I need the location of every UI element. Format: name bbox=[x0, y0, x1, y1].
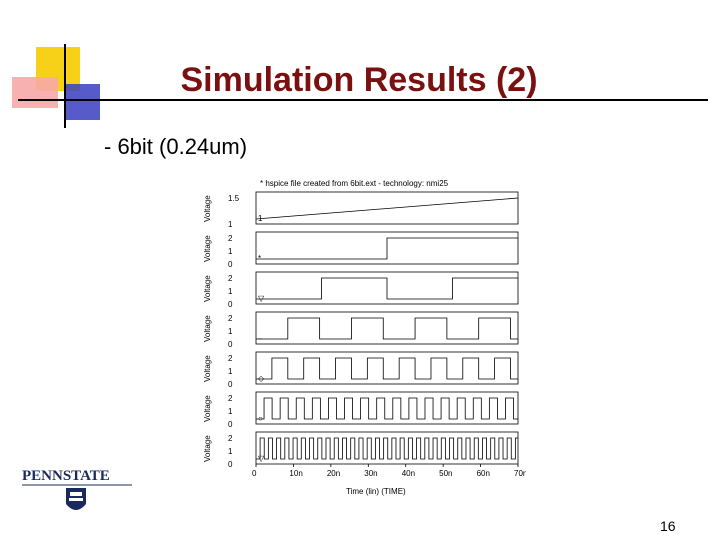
panel-marker: – bbox=[258, 334, 263, 343]
panel-ytick-label: 1 bbox=[228, 287, 233, 296]
panel-ytick-label: 0 bbox=[228, 300, 233, 309]
panel-marker: * bbox=[258, 254, 261, 263]
panel-ytick-label: 2 bbox=[228, 314, 233, 323]
waveform-panel-2: Voltage 2 1 0 * bbox=[203, 231, 519, 269]
waveform-line bbox=[256, 277, 518, 300]
x-tick-label: 10n bbox=[289, 469, 302, 478]
svg-text:PENNSTATE: PENNSTATE bbox=[22, 468, 110, 484]
panel-marker: ▽ bbox=[258, 294, 265, 303]
panel-marker: ▽ bbox=[258, 454, 265, 463]
panel-ytick-label: 1.5 bbox=[228, 194, 240, 203]
slide-title: Simulation Results (2) bbox=[180, 61, 538, 99]
x-tick-label: 30n bbox=[364, 469, 377, 478]
panel-ytick-label: 0 bbox=[228, 260, 233, 269]
x-tick-label: 40n bbox=[402, 469, 415, 478]
panel-ytick-label: 2 bbox=[228, 394, 233, 403]
x-tick-label: 70n bbox=[514, 469, 526, 478]
decor-red-square bbox=[12, 77, 58, 108]
page-number: 16 bbox=[660, 518, 676, 534]
decor-vertical-line bbox=[64, 44, 66, 128]
panel-marker: ◇ bbox=[258, 374, 265, 383]
panel-ytick-label: 1 bbox=[228, 247, 233, 256]
panel-ylabel: Voltage bbox=[203, 275, 212, 302]
waveform-line bbox=[256, 437, 518, 460]
panel-ytick-label: 0 bbox=[228, 460, 233, 469]
decor-blue-square bbox=[64, 84, 100, 120]
x-tick-label: 50n bbox=[439, 469, 452, 478]
waveform-panel-6: Voltage 2 1 0 ○ bbox=[203, 391, 519, 429]
panel-frame bbox=[255, 311, 519, 345]
waveform-panel-3: Voltage 2 1 0 ▽ bbox=[203, 271, 519, 309]
panel-frame bbox=[255, 351, 519, 385]
waveform-line bbox=[255, 197, 519, 220]
x-tick-label: 60n bbox=[477, 469, 490, 478]
panel-ytick-label: 0 bbox=[228, 420, 233, 429]
panel-frame bbox=[255, 391, 519, 425]
waveform-panel-4: Voltage 2 1 0 – bbox=[203, 311, 519, 349]
panel-ylabel: Voltage bbox=[203, 355, 212, 382]
panel-frame bbox=[255, 191, 519, 225]
svg-text:1855: 1855 bbox=[70, 510, 81, 516]
panel-ylabel: Voltage bbox=[203, 195, 212, 222]
panel-ylabel: Voltage bbox=[203, 435, 212, 462]
panel-frame bbox=[255, 231, 519, 265]
simulation-waveform-chart: * hspice file created from 6bit.ext - te… bbox=[203, 179, 526, 496]
waveform-line bbox=[256, 317, 518, 340]
chart-xlabel: Time (lin) (TIME) bbox=[346, 487, 406, 496]
waveform-panel-7: Voltage 2 1 0 ▽ bbox=[203, 431, 519, 469]
panel-ylabel: Voltage bbox=[203, 315, 212, 342]
panel-ytick-label: 0 bbox=[228, 380, 233, 389]
slide-subtitle: - 6bit (0.24um) bbox=[104, 134, 248, 159]
panel-ylabel: Voltage bbox=[203, 235, 212, 262]
panel-ylabel: Voltage bbox=[203, 395, 212, 422]
panel-frame bbox=[255, 271, 519, 305]
waveform-line bbox=[256, 357, 518, 380]
title-underline bbox=[18, 99, 708, 101]
panel-ytick-label: 2 bbox=[228, 274, 233, 283]
panel-ytick-label: 2 bbox=[228, 434, 233, 443]
pennstate-logo: PENNSTATE 1855 bbox=[22, 468, 132, 516]
waveform-line bbox=[256, 237, 518, 260]
panel-ytick-label: 1 bbox=[228, 220, 233, 229]
waveform-line bbox=[256, 397, 518, 420]
panel-ytick-label: 1 bbox=[228, 407, 233, 416]
panel-marker: ○ bbox=[258, 414, 263, 423]
panel-ytick-label: 2 bbox=[228, 354, 233, 363]
chart-title: * hspice file created from 6bit.ext - te… bbox=[260, 179, 449, 188]
panel-ytick-label: 1 bbox=[228, 447, 233, 456]
panel-ytick-label: 1 bbox=[228, 327, 233, 336]
x-tick-label: 0 bbox=[252, 469, 257, 478]
panel-ytick-label: 1 bbox=[228, 367, 233, 376]
waveform-panel-5: Voltage 2 1 0 ◇ bbox=[203, 351, 519, 389]
panel-ytick-label: 0 bbox=[228, 340, 233, 349]
waveform-panel-1: Voltage 1.511 bbox=[203, 191, 519, 229]
x-tick-label: 20n bbox=[327, 469, 340, 478]
panel-ytick-label: 2 bbox=[228, 234, 233, 243]
panel-frame bbox=[255, 431, 519, 465]
